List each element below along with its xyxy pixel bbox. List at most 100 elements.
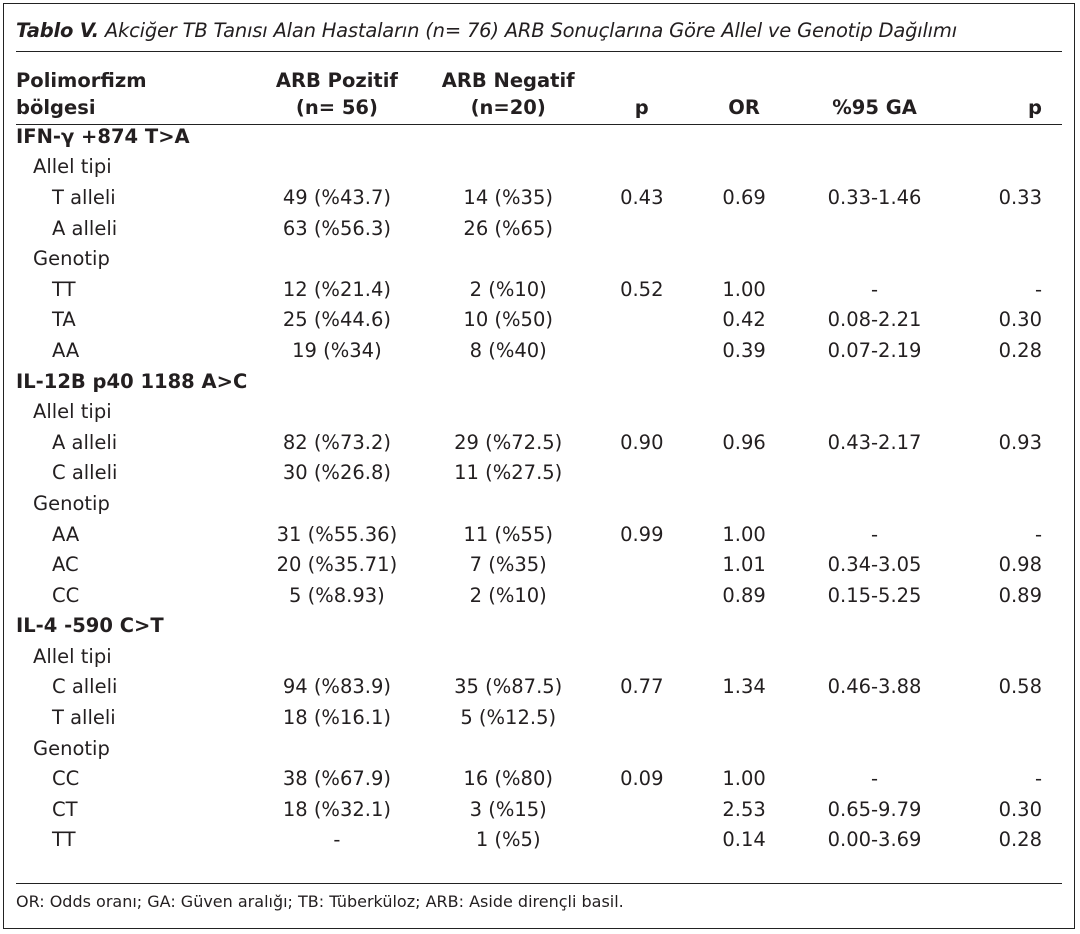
cell-ci: 0.46-3.88 — [827, 675, 922, 699]
header-polymorphism: Polimorfizm bölgesi — [16, 69, 147, 119]
cell-arb-negative: 26 (%65) — [463, 216, 553, 240]
cell-arb-positive — [247, 243, 426, 274]
subgroup-row: Genotip — [16, 488, 1062, 519]
cell-arb-negative — [427, 396, 590, 427]
cell-p2: 0.89 — [998, 583, 1042, 607]
cell-arb-negative: 2 (%10) — [469, 277, 547, 301]
cell-or — [694, 243, 795, 274]
cell-p2 — [955, 611, 1062, 642]
table-label: Tablo V. — [16, 19, 99, 42]
table-row: T alleli 49 (%43.7) 14 (%35) 0.43 0.69 0.33-1… — [16, 182, 1062, 213]
cell-label: Genotip — [33, 491, 110, 515]
cell-ci: - — [871, 767, 879, 791]
cell-arb-negative: 14 (%35) — [463, 185, 553, 209]
cell-p2: 0.30 — [998, 797, 1042, 821]
cell-ci: 0.08-2.21 — [827, 308, 922, 332]
cell-p: 0.43 — [620, 185, 664, 209]
cell-label: IL-12B p40 1188 A>C — [16, 369, 248, 393]
cell-ci — [794, 488, 954, 519]
cell-arb-positive — [247, 366, 426, 397]
table-row: A alleli 63 (%56.3) 26 (%65) — [16, 213, 1062, 244]
cell-arb-negative: 1 (%5) — [475, 828, 541, 852]
cell-or: 0.14 — [722, 828, 766, 852]
cell-ci: 0.00-3.69 — [827, 828, 922, 852]
cell-ci: 0.34-3.05 — [827, 553, 922, 577]
cell-p2 — [955, 213, 1062, 244]
cell-p: 0.90 — [620, 430, 664, 454]
header-p2: p — [1028, 96, 1042, 119]
section-row: IFN-γ +874 T>A — [16, 121, 1062, 152]
cell-label: AA — [52, 338, 80, 362]
cell-p — [590, 243, 694, 274]
table-row: C alleli 30 (%26.8) 11 (%27.5) — [16, 458, 1062, 489]
cell-p2: 0.93 — [998, 430, 1042, 454]
cell-p2 — [955, 366, 1062, 397]
cell-arb-negative: 29 (%72.5) — [454, 430, 563, 454]
cell-p — [590, 121, 694, 152]
cell-arb-positive: 63 (%56.3) — [282, 216, 391, 240]
cell-ci: - — [871, 277, 879, 301]
cell-ci: 0.33-1.46 — [827, 185, 922, 209]
cell-ci — [794, 641, 954, 672]
cell-p2 — [955, 121, 1062, 152]
cell-p2 — [955, 641, 1062, 672]
cell-p2 — [955, 458, 1062, 489]
cell-or: 0.39 — [722, 338, 766, 362]
cell-arb-positive: 20 (%35.71) — [276, 553, 398, 577]
cell-p2 — [955, 152, 1062, 183]
cell-or: 1.00 — [722, 277, 766, 301]
cell-p2: - — [1034, 277, 1042, 301]
cell-or — [694, 641, 795, 672]
cell-ci — [794, 396, 954, 427]
cell-ci — [794, 458, 954, 489]
cell-p — [590, 396, 694, 427]
cell-p2: 0.30 — [998, 308, 1042, 332]
cell-p — [590, 733, 694, 764]
cell-label: CC — [52, 583, 80, 607]
cell-label: AC — [52, 553, 79, 577]
cell-arb-negative: 2 (%10) — [469, 583, 547, 607]
cell-p — [590, 152, 694, 183]
cell-arb-negative: 10 (%50) — [463, 308, 553, 332]
cell-or — [694, 611, 795, 642]
table-row: AA 31 (%55.36) 11 (%55) 0.99 1.00 - - — [16, 519, 1062, 550]
table-row: A alleli 82 (%73.2) 29 (%72.5) 0.90 0.96 0.43… — [16, 427, 1062, 458]
cell-or — [694, 458, 795, 489]
subgroup-row: Allel tipi — [16, 152, 1062, 183]
cell-arb-positive — [247, 121, 426, 152]
cell-arb-negative: 35 (%87.5) — [454, 675, 563, 699]
cell-arb-positive: 5 (%8.93) — [289, 583, 385, 607]
cell-arb-positive: 94 (%83.9) — [282, 675, 391, 699]
cell-p: 0.99 — [620, 522, 664, 546]
cell-ci: 0.15-5.25 — [827, 583, 922, 607]
cell-p2: 0.58 — [998, 675, 1042, 699]
cell-label: C alleli — [52, 461, 118, 485]
cell-p2 — [955, 702, 1062, 733]
header-rule — [16, 124, 1062, 125]
cell-arb-positive: 25 (%44.6) — [282, 308, 391, 332]
table-footnote: OR: Odds oranı; GA: Güven aralığı; TB: T… — [16, 892, 624, 911]
cell-ci — [794, 611, 954, 642]
cell-or: 0.42 — [722, 308, 766, 332]
section-row: IL-4 -590 C>T — [16, 611, 1062, 642]
cell-label: IFN-γ +874 T>A — [16, 124, 190, 148]
cell-label: Allel tipi — [33, 400, 112, 424]
cell-arb-positive — [247, 611, 426, 642]
cell-arb-positive — [247, 152, 426, 183]
cell-arb-negative: 7 (%35) — [469, 553, 547, 577]
cell-arb-negative: 16 (%80) — [463, 767, 553, 791]
cell-arb-positive: 18 (%16.1) — [282, 706, 391, 730]
cell-arb-positive: 12 (%21.4) — [282, 277, 391, 301]
cell-label: Genotip — [33, 736, 110, 760]
cell-arb-positive — [247, 488, 426, 519]
cell-arb-negative: 3 (%15) — [469, 797, 547, 821]
cell-label: TT — [52, 277, 76, 301]
table-body: IFN-γ +874 T>A Allel tipi T alleli 49 (%43.… — [16, 121, 1062, 855]
table-figure: Tablo V. Akciğer TB Tanısı Alan Hastalar… — [3, 3, 1075, 929]
subgroup-row: Allel tipi — [16, 641, 1062, 672]
cell-arb-positive: 49 (%43.7) — [282, 185, 391, 209]
cell-p — [590, 549, 694, 580]
cell-or: 0.69 — [722, 185, 766, 209]
bottom-rule — [16, 883, 1062, 884]
table-row: T alleli 18 (%16.1) 5 (%12.5) — [16, 702, 1062, 733]
